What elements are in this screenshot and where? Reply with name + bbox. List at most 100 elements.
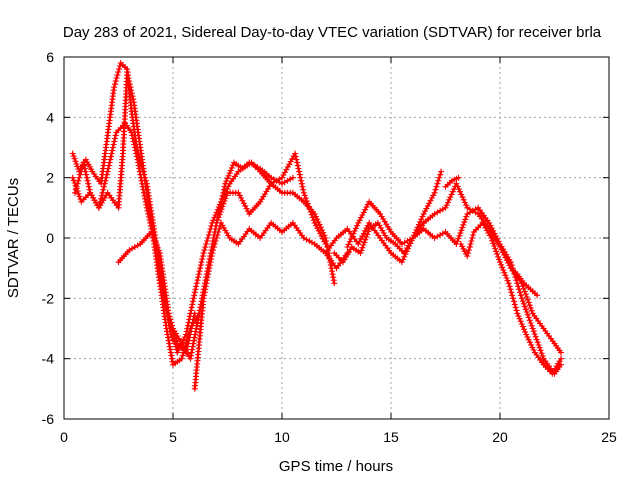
data-point-marker <box>296 171 303 178</box>
data-point-marker <box>466 244 473 251</box>
data-point-marker <box>515 313 522 320</box>
data-point-marker <box>74 188 81 195</box>
data-point-marker <box>174 349 181 356</box>
data-point-marker <box>208 256 215 263</box>
data-point-marker <box>216 226 223 232</box>
data-point-marker <box>434 180 441 187</box>
data-series-group <box>69 60 564 392</box>
data-point-marker <box>464 253 471 260</box>
data-point-marker <box>309 214 316 221</box>
y-tick-label: 0 <box>46 230 54 246</box>
data-point-marker <box>500 267 507 274</box>
data-point-marker <box>534 292 541 299</box>
data-point-marker <box>192 286 199 293</box>
data-point-marker <box>345 241 352 248</box>
data-point-marker <box>205 232 212 238</box>
data-point-marker <box>173 343 179 350</box>
data-point-marker <box>530 328 537 335</box>
data-point-marker <box>129 132 136 139</box>
data-point-marker <box>83 171 90 178</box>
data-point-marker <box>537 347 544 354</box>
data-point-marker <box>455 174 462 181</box>
data-point-marker <box>448 191 455 198</box>
data-point-marker <box>189 298 196 305</box>
data-point-marker <box>428 195 435 201</box>
data-point-marker <box>461 199 468 206</box>
data-point-marker <box>398 259 405 266</box>
y-tick-label: -4 <box>42 351 55 367</box>
data-point-marker <box>129 93 136 100</box>
data-point-marker <box>461 219 468 226</box>
data-point-marker <box>176 344 183 351</box>
data-point-marker <box>489 237 496 244</box>
data-point-marker <box>154 244 161 251</box>
data-point-marker <box>314 216 321 223</box>
data-point-marker <box>512 304 519 311</box>
data-point-marker <box>194 319 201 326</box>
data-point-marker <box>528 322 535 329</box>
data-point-marker <box>520 285 527 292</box>
data-point-marker <box>115 69 122 76</box>
data-point-marker <box>187 355 194 362</box>
data-point-marker <box>456 232 463 239</box>
data-point-marker <box>295 165 302 172</box>
data-point-marker <box>520 300 527 307</box>
data-point-marker <box>507 286 514 293</box>
data-point-marker <box>105 162 112 169</box>
data-point-marker <box>465 250 472 257</box>
data-point-marker <box>189 346 196 353</box>
data-point-marker <box>492 233 499 240</box>
data-point-marker <box>528 307 535 314</box>
data-point-marker <box>238 195 245 201</box>
data-point-marker <box>86 186 93 193</box>
data-point-marker <box>167 319 174 326</box>
data-point-marker <box>363 204 370 211</box>
data-point-marker <box>124 69 131 76</box>
data-point-marker <box>317 230 324 237</box>
data-point-marker <box>503 275 510 281</box>
x-tick-label: 15 <box>383 429 399 445</box>
series-line <box>171 161 336 360</box>
data-point-marker <box>522 306 529 313</box>
data-point-marker <box>199 253 206 260</box>
data-point-marker <box>430 192 437 199</box>
data-point-marker <box>127 84 134 91</box>
data-point-marker <box>344 244 351 250</box>
data-point-marker <box>150 234 157 241</box>
data-point-marker <box>351 228 358 234</box>
data-point-marker <box>432 186 439 193</box>
data-point-marker <box>502 272 509 279</box>
data-point-marker <box>322 241 329 247</box>
data-point-marker <box>511 301 518 308</box>
data-point-marker <box>459 194 466 201</box>
data-point-marker <box>184 325 191 332</box>
data-point-marker <box>203 241 210 247</box>
data-point-marker <box>488 235 495 241</box>
data-point-marker <box>299 183 306 190</box>
data-point-marker <box>307 208 314 215</box>
data-point-marker <box>70 153 77 160</box>
data-point-marker <box>518 321 525 327</box>
data-point-marker <box>514 280 521 287</box>
data-point-marker <box>108 153 114 160</box>
data-point-marker <box>468 238 475 244</box>
data-point-marker <box>494 235 501 242</box>
data-point-marker <box>108 150 115 157</box>
data-point-marker <box>185 340 192 347</box>
data-point-marker <box>492 245 499 252</box>
data-point-marker <box>201 292 208 299</box>
data-point-marker <box>365 228 372 235</box>
data-point-marker <box>364 201 371 208</box>
data-point-marker <box>71 180 78 186</box>
data-point-marker <box>112 132 119 139</box>
data-point-marker <box>422 208 429 215</box>
data-point-marker <box>165 310 172 317</box>
data-point-marker <box>329 271 336 278</box>
data-point-marker <box>103 174 110 181</box>
data-point-marker <box>420 210 427 217</box>
data-point-marker <box>522 291 529 298</box>
data-point-marker <box>300 189 307 196</box>
data-point-marker <box>110 144 116 151</box>
data-point-marker <box>424 202 431 209</box>
data-point-marker <box>185 337 192 344</box>
